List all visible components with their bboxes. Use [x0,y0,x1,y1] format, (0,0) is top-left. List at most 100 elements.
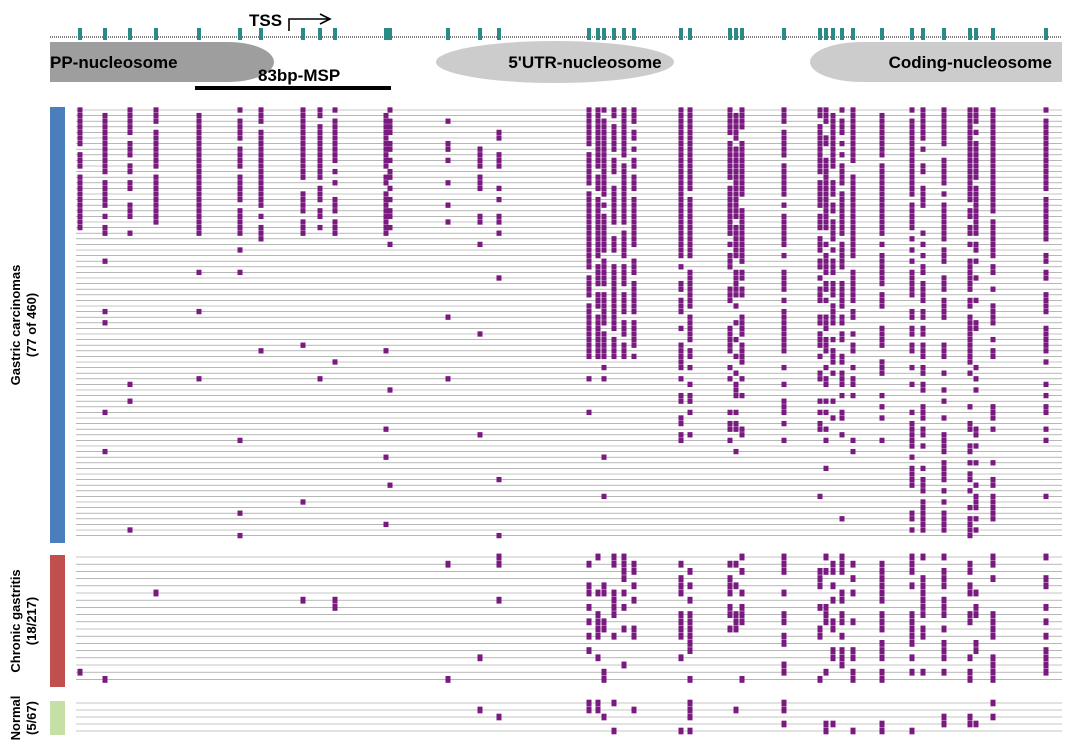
methylation-mark [621,191,627,197]
methylation-mark [920,191,926,197]
methylation-mark [383,230,389,236]
methylation-mark [300,146,306,152]
methylation-mark [1043,409,1049,416]
methylation-mark [839,174,845,180]
methylation-mark [595,180,601,186]
methylation-mark [909,308,915,315]
methylation-mark [850,275,856,281]
methylation-mark [300,129,306,136]
cpg-site-tick [446,28,450,40]
methylation-mark [850,647,856,655]
methylation-mark [300,168,306,175]
methylation-mark [611,611,617,619]
methylation-mark [967,331,973,337]
methylation-mark [830,720,836,728]
methylation-mark [678,146,684,152]
methylation-mark [258,348,264,354]
methylation-mark [317,152,323,158]
cpg-site-tick [851,28,855,40]
methylation-mark [621,174,627,180]
methylation-mark [920,409,926,416]
methylation-mark [678,415,684,421]
methylation-mark [687,639,693,647]
methylation-mark [967,325,973,332]
methylation-mark [781,185,787,192]
methylation-mark [586,124,592,130]
methylation-mark [1043,426,1049,432]
methylation-mark [727,258,733,264]
methylation-mark [830,560,836,568]
methylation-mark [879,331,885,337]
methylation-mark [727,202,733,208]
methylation-mark [678,157,684,164]
methylation-mark [973,443,979,449]
methylation-mark [967,163,973,169]
cpg-site-tick [740,28,744,40]
methylation-mark [77,174,83,180]
methylation-mark [387,129,393,136]
methylation-mark [973,376,979,382]
methylation-mark [830,247,836,253]
methylation-mark [678,241,684,248]
methylation-mark [823,465,829,472]
methylation-mark [850,252,856,259]
methylation-mark [830,647,836,655]
methylation-mark [781,553,787,561]
methylation-mark [990,129,996,136]
methylation-mark [920,415,926,421]
cpg-site-tick [880,28,884,40]
methylation-mark [586,286,592,292]
methylation-mark [973,603,979,611]
methylation-mark [102,308,108,315]
methylation-mark [678,252,684,259]
methylation-mark [850,107,856,113]
methylation-mark [237,163,243,169]
cpg-site-tick [622,28,626,40]
methylation-mark [383,224,389,231]
methylation-mark [781,331,787,337]
methylation-mark [727,168,733,175]
methylation-mark [383,202,389,208]
methylation-mark [258,174,264,180]
methylation-mark [850,202,856,208]
cpg-site-tick [587,28,591,40]
methylation-mark [733,336,739,343]
methylation-mark [727,348,733,354]
methylation-mark [781,140,787,147]
methylation-mark [727,230,733,236]
methylation-mark [733,174,739,180]
methylation-mark [817,398,823,404]
methylation-mark [586,213,592,220]
methylation-mark [990,219,996,225]
methylation-mark [941,553,947,561]
methylation-mark [631,129,637,136]
methylation-mark [823,180,829,186]
methylation-mark [678,392,684,399]
methylation-mark [739,112,745,119]
methylation-mark [601,191,607,197]
methylation-mark [678,575,684,583]
methylation-mark [941,370,947,376]
methylation-mark [967,404,973,410]
cpg-site-tick [197,28,201,40]
methylation-mark [850,224,856,231]
methylation-mark [967,426,973,432]
methylation-mark [967,129,973,136]
methylation-mark [739,553,745,561]
methylation-mark [879,168,885,175]
methylation-mark [727,129,733,136]
methylation-mark [687,174,693,180]
methylation-mark [920,625,926,633]
methylation-mark [879,146,885,152]
methylation-mark [781,567,787,575]
cpg-site-tick [991,28,995,40]
methylation-mark [879,303,885,309]
methylation-mark [941,219,947,225]
methylation-mark [850,286,856,292]
methylation-mark [990,146,996,152]
methylation-mark [496,157,502,164]
methylation-mark [631,325,637,332]
methylation-mark [595,219,601,225]
methylation-mark [967,213,973,220]
methylation-mark [823,320,829,326]
